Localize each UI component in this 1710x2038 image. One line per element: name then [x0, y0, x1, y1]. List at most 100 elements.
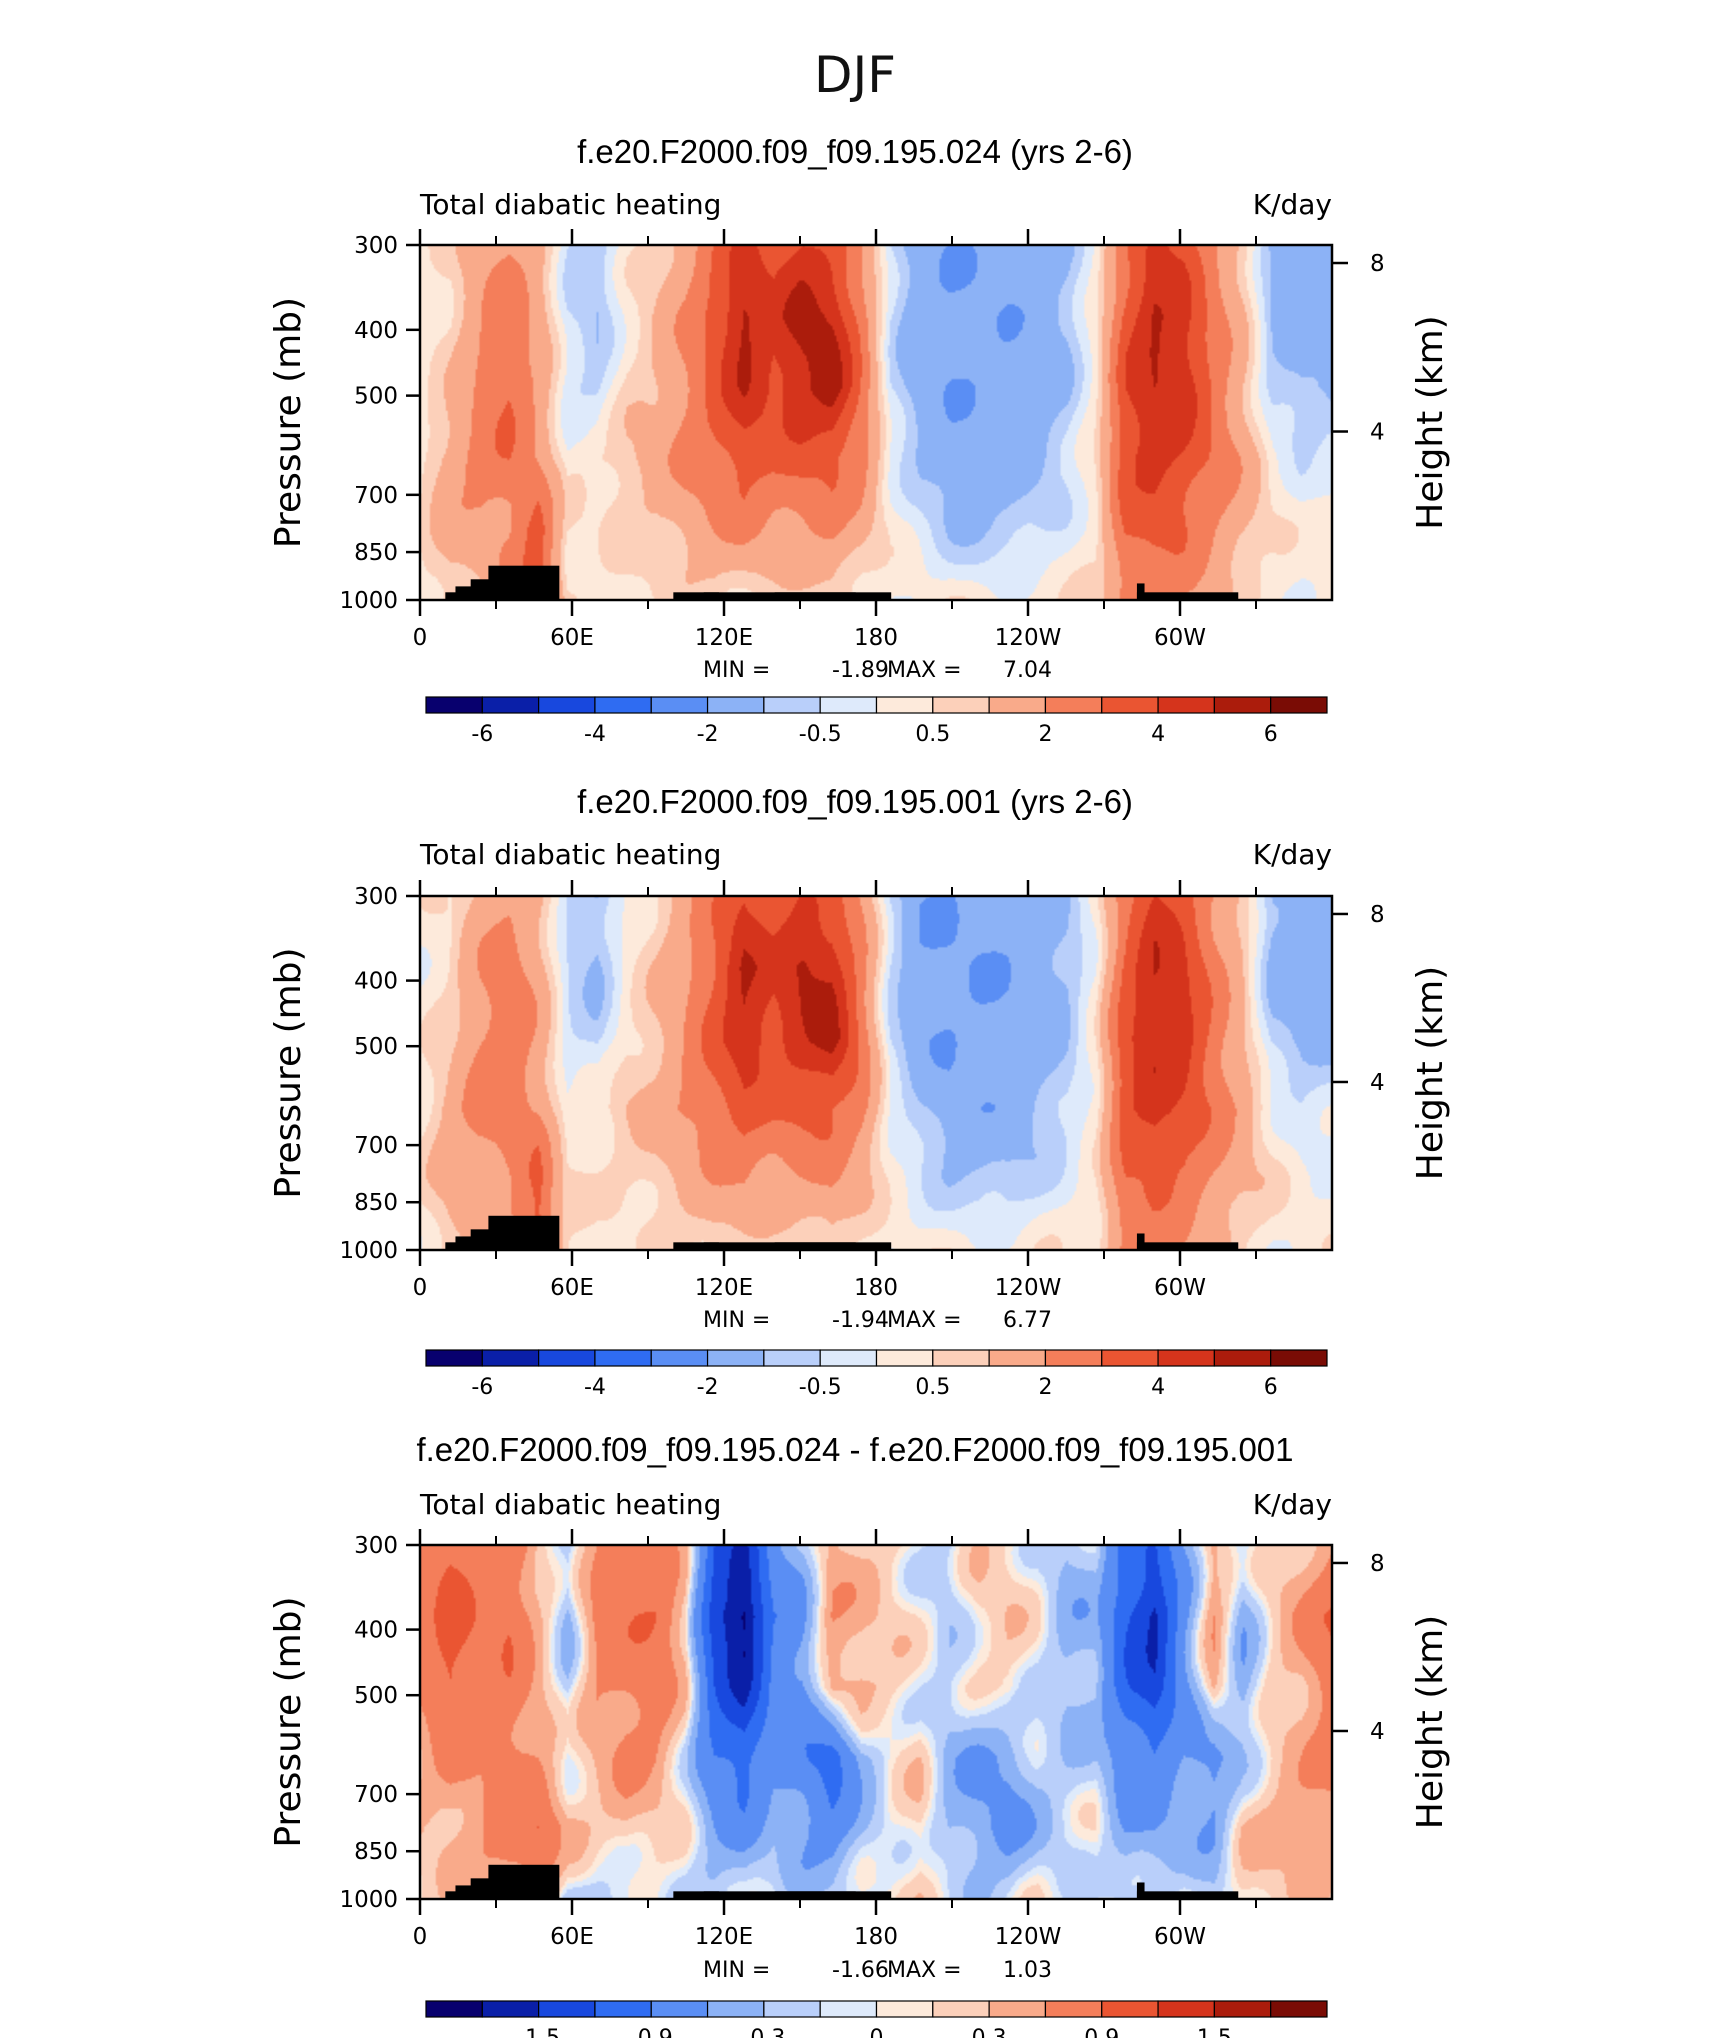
variable-label: Total diabatic heating	[419, 188, 721, 221]
terrain-mask	[673, 592, 719, 600]
colorbar-swatch	[594, 1349, 652, 1367]
y-tick-label: 500	[354, 1034, 398, 1060]
colorbar-swatch	[538, 2000, 596, 2018]
x-tick-label: 60E	[550, 1275, 594, 1301]
colorbar-label: 0.5	[915, 722, 950, 747]
colorbar-swatch	[763, 696, 821, 714]
field-contours	[420, 1545, 1332, 1899]
x-tick-label: 60W	[1154, 1924, 1206, 1950]
terrain-mask	[1136, 583, 1145, 600]
colorbar-label: -0.5	[799, 722, 842, 747]
colorbar-swatch	[538, 696, 596, 714]
y-tick-label: 300	[354, 233, 398, 259]
colorbar-swatch	[875, 2000, 934, 2018]
max-value: 1.03	[1003, 1958, 1052, 1983]
colorbar-swatch	[1101, 1349, 1159, 1367]
colorbar-label: -4	[584, 1375, 606, 1400]
colorbar-swatch	[706, 696, 765, 714]
colorbar-label: 1.5	[1197, 2026, 1232, 2038]
colorbar-label: -0.3	[742, 2026, 785, 2038]
colorbar-swatch	[1044, 1349, 1103, 1367]
x-tick-label: 120W	[995, 1275, 1062, 1301]
terrain-mask	[508, 1231, 547, 1250]
terrain-mask	[508, 1880, 547, 1899]
colorbar-swatch	[650, 1349, 709, 1367]
min-label: MIN =	[703, 1958, 770, 1983]
colorbar-label: 6	[1264, 722, 1278, 747]
colorbar-swatch	[875, 696, 934, 714]
colorbar-swatch	[425, 696, 483, 714]
terrain-mask	[1136, 1882, 1145, 1899]
colorbar-swatch	[1101, 696, 1159, 714]
colorbar-swatch	[481, 696, 540, 714]
y-tick-label: 1000	[339, 1238, 398, 1264]
y-tick-label: 700	[354, 1133, 398, 1159]
colorbar-label: 4	[1151, 722, 1165, 747]
x-tick-label: 60E	[550, 625, 594, 651]
y-tick-label: 400	[354, 1618, 398, 1644]
figure-title: DJF	[814, 46, 896, 104]
colorbar-swatch	[481, 2000, 540, 2018]
field-contours	[420, 896, 1332, 1250]
max-label: MAX =	[887, 1958, 962, 1983]
colorbar-label: 6	[1264, 1375, 1278, 1400]
colorbar-label: -0.9	[630, 2026, 673, 2038]
y-axis-label: Pressure (mb)	[268, 1596, 309, 1847]
colorbar-swatch	[1157, 1349, 1215, 1367]
y-tick-label: 1000	[339, 1887, 398, 1913]
x-tick-label: 120E	[695, 1275, 753, 1301]
colorbar-label: -4	[584, 722, 606, 747]
colorbar-swatch	[932, 1349, 990, 1367]
right-tick-label: 8	[1370, 251, 1385, 277]
right-axis-label: Height (km)	[1410, 1615, 1451, 1829]
colorbar-swatch	[425, 1349, 483, 1367]
right-tick-label: 8	[1370, 902, 1385, 928]
panel-title: f.e20.F2000.f09_f09.195.024 (yrs 2-6)	[577, 133, 1133, 170]
colorbar-swatch	[1270, 1349, 1328, 1367]
min-label: MIN =	[703, 658, 770, 683]
colorbar-label: -6	[471, 722, 493, 747]
x-tick-label: 120E	[695, 1924, 753, 1950]
colorbar-swatch	[1270, 696, 1328, 714]
colorbar-swatch	[763, 1349, 821, 1367]
terrain-mask	[508, 581, 547, 600]
x-tick-label: 120E	[695, 625, 753, 651]
y-tick-label: 850	[354, 540, 398, 566]
colorbar-label: 0	[870, 2026, 884, 2038]
colorbar-label: 4	[1151, 1375, 1165, 1400]
colorbar-swatch	[425, 2000, 483, 2018]
field-contours	[420, 245, 1332, 600]
colorbar: -6 -4 -2 -0.5 0.5 2 4 6	[425, 696, 1328, 747]
colorbar-swatch	[706, 2000, 765, 2018]
terrain-mask	[1136, 1233, 1145, 1250]
colorbar-swatch	[650, 696, 709, 714]
panel-2: f.e20.F2000.f09_f09.195.001 (yrs 2-6) Tot…	[268, 783, 1451, 1400]
colorbar-swatch	[650, 2000, 709, 2018]
variable-label: Total diabatic heating	[419, 1488, 721, 1521]
y-tick-label: 300	[354, 884, 398, 910]
y-tick-label: 500	[354, 384, 398, 410]
colorbar-label: 0.9	[1084, 2026, 1119, 2038]
colorbar-swatch	[706, 1349, 765, 1367]
min-value: -1.89	[832, 658, 889, 683]
colorbar-swatch	[1044, 696, 1103, 714]
x-tick-label: 60E	[550, 1924, 594, 1950]
colorbar-swatch	[932, 2000, 990, 2018]
panel-title: f.e20.F2000.f09_f09.195.024 - f.e20.F200…	[416, 1431, 1293, 1468]
x-tick-label: 180	[854, 1924, 898, 1950]
y-axis-label: Pressure (mb)	[268, 297, 309, 548]
colorbar-swatch	[1101, 2000, 1159, 2018]
min-value: -1.94	[832, 1308, 889, 1333]
terrain-mask	[774, 1891, 892, 1899]
colorbar-swatch	[1157, 696, 1215, 714]
panel-1: f.e20.F2000.f09_f09.195.024 (yrs 2-6) Tot…	[268, 133, 1451, 747]
y-tick-label: 850	[354, 1190, 398, 1216]
colorbar-swatch	[594, 696, 652, 714]
x-tick-label: 0	[413, 625, 428, 651]
terrain-mask	[1136, 592, 1239, 600]
colorbar-swatch	[594, 2000, 652, 2018]
x-tick-label: 180	[854, 625, 898, 651]
y-tick-label: 300	[354, 1533, 398, 1559]
colorbar-label: -2	[697, 722, 719, 747]
